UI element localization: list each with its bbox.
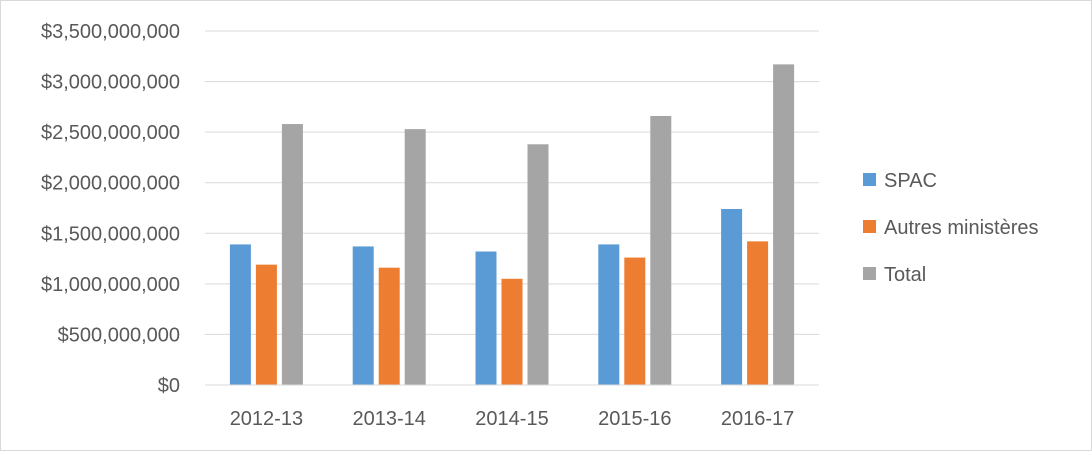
- legend-swatch-total: [863, 267, 876, 280]
- bar-spac: [475, 251, 497, 385]
- bar-autres-minist-res: [255, 264, 277, 385]
- y-tick-label: $3,500,000,000: [41, 21, 180, 43]
- legend-swatch-spac: [863, 173, 876, 186]
- bar-spac: [598, 244, 620, 385]
- bar-autres-minist-res: [501, 278, 523, 385]
- y-tick-label: $2,500,000,000: [41, 122, 180, 144]
- bars: [229, 64, 795, 386]
- legend-label-spac: SPAC: [884, 170, 937, 192]
- bar-total: [527, 144, 549, 385]
- y-tick-label: $500,000,000: [58, 324, 180, 346]
- bar-total: [773, 64, 795, 386]
- x-tick-label: 2016-17: [721, 408, 794, 430]
- y-tick-label: $2,000,000,000: [41, 173, 180, 195]
- bar-spac: [229, 244, 251, 385]
- y-tick-label: $3,000,000,000: [41, 72, 180, 94]
- legend-label-total: Total: [884, 264, 926, 286]
- bar-spac: [352, 246, 374, 385]
- bar-autres-minist-res: [378, 267, 400, 385]
- y-axis-tick-labels: $0 $500,000,000 $1,000,000,000 $1,500,000,0…: [41, 21, 180, 397]
- legend-swatch-autres-minist-res: [863, 220, 876, 233]
- legend: SPAC Autres ministères Total: [863, 170, 1039, 286]
- x-tick-label: 2013-14: [352, 408, 425, 430]
- y-tick-label: $0: [158, 375, 180, 397]
- bar-total: [404, 129, 426, 385]
- bar-total: [650, 115, 672, 386]
- bar-autres-minist-res: [747, 241, 769, 385]
- x-axis-tick-labels: 2012-13 2013-14 2014-15 2015-16 2016-17: [230, 408, 795, 430]
- x-tick-label: 2014-15: [475, 408, 548, 430]
- bar-total: [281, 124, 303, 386]
- gridlines: [205, 30, 819, 335]
- y-tick-label: $1,000,000,000: [41, 274, 180, 296]
- bar-spac: [721, 209, 743, 385]
- x-tick-label: 2015-16: [598, 408, 671, 430]
- x-tick-label: 2012-13: [230, 408, 303, 430]
- bar-autres-minist-res: [624, 257, 646, 385]
- y-tick-label: $1,500,000,000: [41, 223, 180, 245]
- legend-label-autres-minist-res: Autres ministères: [884, 217, 1039, 239]
